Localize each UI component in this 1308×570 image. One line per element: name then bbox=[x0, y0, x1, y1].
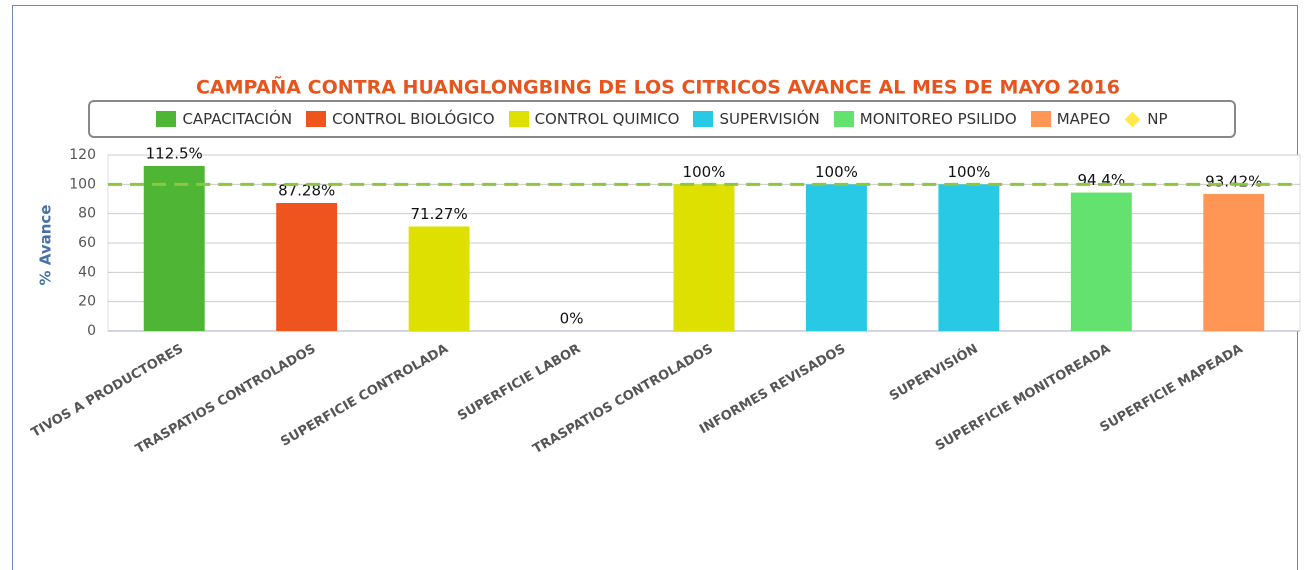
bar bbox=[805, 184, 867, 331]
y-axis-title: % Avance bbox=[37, 205, 55, 286]
data-label: 100% bbox=[683, 163, 726, 181]
bar bbox=[1203, 193, 1265, 331]
legend-label: MONITOREO PSILIDO bbox=[859, 110, 1017, 128]
legend-item[interactable]: MONITOREO PSILIDO bbox=[833, 110, 1017, 128]
y-tick-label: 120 bbox=[69, 147, 96, 163]
x-tick-label: SUPERFICIE LABOR bbox=[455, 342, 583, 425]
legend-item[interactable]: CONTROL QUIMICO bbox=[508, 110, 680, 128]
legend-item[interactable]: CAPACITACIÓN bbox=[156, 110, 292, 128]
bar bbox=[673, 184, 735, 331]
bar bbox=[408, 226, 470, 331]
data-label: 100% bbox=[815, 163, 858, 181]
x-tick-label: INFORMES REVISADOS bbox=[697, 342, 848, 438]
legend-swatch bbox=[1124, 111, 1141, 127]
legend-item[interactable]: MAPEO bbox=[1030, 110, 1111, 128]
x-tick-label: TIVOS A PRODUCTORES bbox=[29, 342, 186, 441]
data-label: 100% bbox=[947, 163, 990, 181]
legend-swatch bbox=[833, 111, 854, 127]
data-label: 93.42% bbox=[1205, 172, 1262, 190]
bar bbox=[276, 202, 338, 331]
y-tick-label: 100 bbox=[69, 176, 96, 192]
legend-item[interactable]: SUPERVISIÓN bbox=[693, 110, 820, 128]
bar bbox=[143, 166, 205, 331]
legend-swatch bbox=[693, 111, 714, 127]
legend-label: NP bbox=[1147, 110, 1168, 128]
data-label: 112.5% bbox=[146, 145, 203, 163]
data-label: 71.27% bbox=[411, 205, 468, 223]
legend-item[interactable]: CONTROL BIOLÓGICO bbox=[306, 110, 495, 128]
y-tick-label: 0 bbox=[87, 323, 96, 339]
y-tick-label: 40 bbox=[78, 264, 96, 280]
legend-item[interactable]: NP bbox=[1124, 110, 1168, 128]
bar bbox=[938, 184, 1000, 331]
legend-label: SUPERVISIÓN bbox=[719, 110, 820, 128]
chart-title: CAMPAÑA CONTRA HUANGLONGBING DE LOS CITR… bbox=[196, 75, 1120, 99]
y-tick-label: 60 bbox=[78, 235, 96, 251]
legend-label: CONTROL BIOLÓGICO bbox=[332, 110, 495, 128]
data-label: 0% bbox=[560, 310, 584, 328]
y-tick-label: 80 bbox=[78, 206, 96, 222]
legend-swatch bbox=[508, 111, 529, 127]
legend-swatch bbox=[1030, 111, 1051, 127]
legend-label: CONTROL QUIMICO bbox=[534, 110, 680, 128]
legend-swatch bbox=[306, 111, 327, 127]
legend-label: MAPEO bbox=[1056, 110, 1111, 128]
legend-swatch bbox=[156, 111, 177, 127]
data-label: 94.4% bbox=[1078, 171, 1126, 189]
legend-label: CAPACITACIÓN bbox=[182, 110, 293, 128]
legend: CAPACITACIÓN CONTROL BIOLÓGICO CONTROL QUI… bbox=[88, 100, 1236, 138]
x-tick-label: SUPERFICIE MAPEADA bbox=[1098, 342, 1246, 436]
x-tick-label: SUPERVISIÓN bbox=[887, 341, 981, 405]
data-label: 87.28% bbox=[278, 181, 335, 199]
bar bbox=[1070, 192, 1132, 331]
y-tick-label: 20 bbox=[78, 294, 96, 310]
